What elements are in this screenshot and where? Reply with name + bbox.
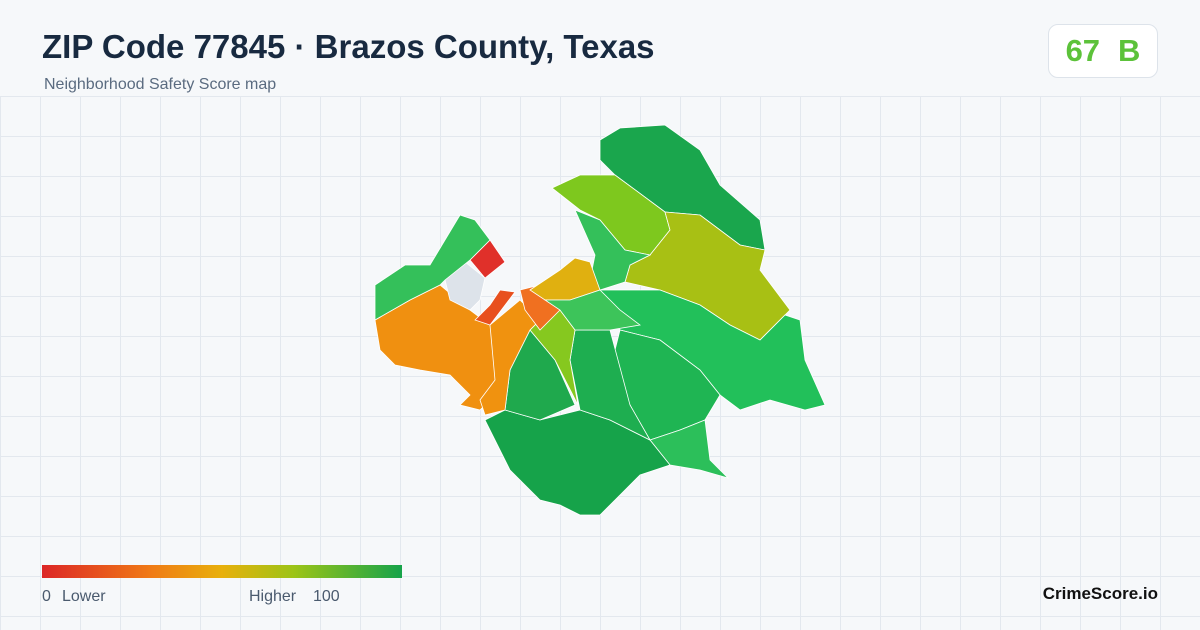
region bbox=[649, 419, 730, 479]
title: ZIP Code 77845 · Brazos County, Texas bbox=[42, 28, 655, 65]
legend-max-label: Higher bbox=[249, 588, 297, 605]
score-badge: 67 B bbox=[1048, 24, 1158, 78]
legend-bar bbox=[42, 565, 402, 578]
legend-min: 0 bbox=[42, 588, 51, 605]
region bbox=[543, 289, 641, 331]
region bbox=[574, 209, 652, 291]
header bbox=[0, 0, 1200, 96]
score-value: 67 bbox=[1065, 33, 1101, 68]
region bbox=[474, 289, 516, 326]
score-grade: B bbox=[1118, 33, 1141, 68]
region bbox=[374, 214, 491, 321]
subtitle: Neighborhood Safety Score map bbox=[44, 76, 277, 93]
legend-max: 100 bbox=[313, 588, 340, 605]
legend-min-label: Lower bbox=[62, 588, 106, 605]
brand: CrimeScore.io bbox=[1042, 584, 1158, 603]
